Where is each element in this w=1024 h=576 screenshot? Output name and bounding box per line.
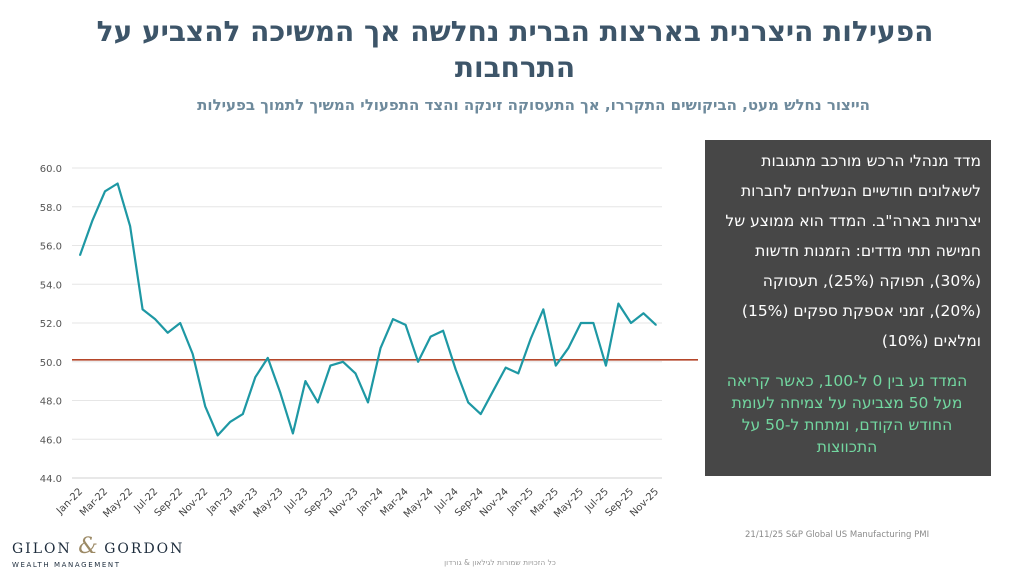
data-point — [129, 225, 131, 227]
data-point — [492, 390, 495, 392]
data-point — [642, 312, 645, 315]
info-panel: מדד מנהלי הרכש מורכב מתגובות לשאלונים חו… — [705, 140, 991, 476]
x-axis-ticks: Jan-22Mar-22May-22Jul-22Sep-22Nov-22Jan-… — [54, 486, 661, 520]
data-point — [179, 322, 181, 324]
data-point — [655, 324, 657, 326]
logo-right: GORDON — [104, 541, 185, 557]
data-point — [79, 254, 81, 256]
data-point — [429, 335, 432, 338]
data-point — [567, 347, 570, 349]
data-point — [555, 364, 557, 367]
data-point — [529, 337, 532, 340]
data-point — [154, 318, 156, 320]
y-tick-label: 54.0 — [40, 280, 62, 291]
source-note: 21/11/25 S&P Global US Manufacturing PMI — [745, 530, 930, 540]
logo-tagline: WEALTH MANAGEMENT — [12, 561, 121, 569]
y-tick-label: 44.0 — [40, 474, 62, 485]
data-point — [517, 372, 520, 375]
y-tick-label: 60.0 — [40, 164, 62, 175]
logo-ampersand: & — [78, 534, 98, 559]
y-tick-label: 52.0 — [40, 319, 62, 330]
data-point — [104, 190, 106, 193]
data-point — [317, 401, 319, 404]
logo-left: GILON — [12, 541, 72, 557]
data-point — [605, 364, 607, 367]
data-point — [467, 401, 469, 404]
data-point — [216, 434, 219, 437]
gridlines — [72, 167, 662, 479]
logo-wordmark: GILON & GORDON — [12, 534, 182, 559]
data-point — [592, 322, 595, 324]
data-point — [267, 357, 269, 359]
data-point — [279, 391, 282, 394]
pmi-series-line — [78, 182, 657, 437]
data-point — [254, 376, 257, 379]
data-point — [329, 364, 332, 367]
data-point — [204, 405, 207, 408]
data-point — [617, 302, 620, 305]
data-point — [367, 401, 369, 404]
copyright-footer: כל הזכויות שמורות לגילאון & גורדון — [444, 558, 556, 567]
data-point — [580, 322, 582, 324]
y-tick-label: 50.0 — [40, 358, 62, 369]
data-point — [442, 329, 444, 332]
data-point — [454, 368, 457, 371]
data-point — [392, 318, 394, 320]
data-point — [479, 413, 482, 415]
data-point — [229, 421, 232, 423]
y-axis-ticks: 44.0 46.0 48.0 50.0 52.0 54.0 56.0 58.0 60.0 — [40, 164, 62, 485]
data-point — [342, 360, 344, 363]
data-point — [354, 372, 357, 375]
panel-description: מדד מנהלי הרכש מורכב מתגובות לשאלונים חו… — [725, 152, 981, 350]
data-point — [241, 413, 244, 415]
data-point — [91, 219, 94, 222]
data-point — [417, 360, 419, 363]
y-tick-label: 56.0 — [40, 242, 62, 253]
data-point — [292, 432, 294, 435]
data-point — [304, 380, 307, 382]
pmi-line-chart: 44.0 46.0 48.0 50.0 52.0 54.0 56.0 58.0 60.0 Jan… — [40, 164, 698, 520]
y-tick-label: 46.0 — [40, 435, 62, 446]
data-point — [404, 324, 407, 326]
data-point — [379, 347, 382, 349]
page-subtitle: הייצור נחלש מעט, הביקושים התקררו, אך התע… — [197, 96, 870, 114]
data-point — [191, 353, 194, 355]
data-point — [116, 182, 119, 185]
data-point — [141, 308, 144, 311]
page-title: הפעילות היצרנית בארצות הברית נחלשה אך המ… — [96, 15, 934, 84]
data-point — [504, 366, 507, 369]
panel-note: המדד נע בין 0 ל-100, כאשר קריאה מעל 50 מ… — [726, 372, 968, 456]
data-point — [630, 322, 632, 324]
data-point — [542, 308, 545, 311]
data-points — [79, 182, 657, 437]
data-point — [166, 331, 169, 334]
y-tick-label: 48.0 — [40, 397, 62, 408]
y-tick-label: 58.0 — [40, 203, 62, 214]
company-logo: GILON & GORDON WEALTH MANAGEMENT — [12, 534, 182, 574]
